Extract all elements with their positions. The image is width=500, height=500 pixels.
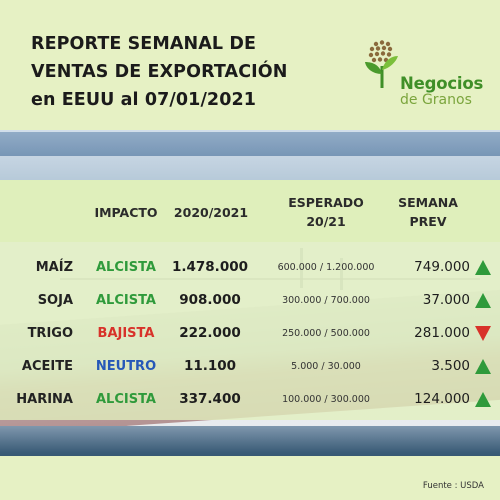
expected-range: 600.000 / 1.200.000: [277, 262, 375, 273]
column-header-semana-line2: PREV: [409, 214, 447, 229]
title-line-3: en EEUU al 07/01/2021: [31, 90, 257, 110]
up-arrow-icon: [474, 383, 496, 416]
up-arrow-icon: [474, 251, 496, 284]
current-value: 908.000: [179, 292, 241, 308]
up-arrow-icon: [474, 350, 496, 383]
previous-week-value: 3.500: [431, 358, 470, 374]
up-arrow-icon: [474, 284, 496, 317]
column-header-semana-prev: SEMANA PREV: [392, 193, 464, 231]
logo-text-negocios: Negocios: [400, 74, 484, 93]
previous-week-value: 37.000: [422, 292, 470, 308]
table-row: MAÍZ ALCISTA 1.478.000 600.000 / 1.200.000 7…: [0, 251, 500, 284]
table-row: SOJA ALCISTA 908.000 300.000 / 700.000 37.00…: [0, 284, 500, 317]
impact-label: NEUTRO: [95, 359, 157, 374]
previous-week-value: 124.000: [414, 391, 470, 407]
page-title: REPORTE SEMANAL DE VENTAS DE EXPORTACIÓN…: [31, 30, 331, 114]
column-header-impacto: IMPACTO: [94, 205, 158, 220]
down-arrow-icon: [474, 317, 496, 350]
expected-range: 300.000 / 700.000: [282, 295, 370, 306]
title-line-2: VENTAS DE EXPORTACIÓN: [31, 62, 288, 82]
impact-label: ALCISTA: [95, 392, 156, 407]
source-note: Fuente : USDA: [422, 481, 484, 491]
current-value: 222.000: [179, 325, 241, 341]
column-header-2020-2021: 2020/2021: [173, 205, 249, 220]
title-line-1: REPORTE SEMANAL DE: [31, 34, 257, 54]
negocios-de-granos-logo: Negocios de Granos: [362, 38, 492, 110]
current-value: 1.478.000: [171, 259, 248, 275]
grain-sprout-icon: [365, 40, 398, 89]
commodity-name: TRIGO: [27, 326, 73, 341]
logo-text-de-granos: de Granos: [400, 92, 472, 108]
table-header-band: [0, 180, 500, 242]
impact-label: ALCISTA: [95, 260, 156, 275]
column-header-esperado-line2: 20/21: [306, 214, 346, 229]
footer-band: [0, 456, 500, 500]
table-row: TRIGO BAJISTA 222.000 250.000 / 500.000 281.…: [0, 317, 500, 350]
impact-label: BAJISTA: [97, 326, 155, 341]
column-header-esperado: ESPERADO 20/21: [263, 193, 389, 231]
impact-label: ALCISTA: [95, 293, 156, 308]
commodity-name: SOJA: [37, 293, 73, 308]
commodity-name: MAÍZ: [35, 260, 73, 275]
table-row: ACEITE NEUTRO 11.100 5.000 / 30.000 3.500: [0, 350, 500, 383]
sea-horizon: [0, 132, 500, 156]
current-value: 11.100: [183, 358, 237, 374]
expected-range: 100.000 / 300.000: [282, 394, 370, 405]
header-band: REPORTE SEMANAL DE VENTAS DE EXPORTACIÓN…: [0, 0, 500, 130]
current-value: 337.400: [179, 391, 241, 407]
column-header-esperado-line1: ESPERADO: [288, 195, 364, 210]
commodity-name: ACEITE: [21, 359, 73, 374]
previous-week-value: 281.000: [414, 325, 470, 341]
commodity-name: HARINA: [16, 392, 73, 407]
expected-range: 250.000 / 500.000: [282, 328, 370, 339]
table-row: HARINA ALCISTA 337.400 100.000 / 300.000 124…: [0, 383, 500, 416]
previous-week-value: 749.000: [414, 259, 470, 275]
expected-range: 5.000 / 30.000: [291, 361, 361, 372]
column-header-semana-line1: SEMANA: [398, 195, 458, 210]
